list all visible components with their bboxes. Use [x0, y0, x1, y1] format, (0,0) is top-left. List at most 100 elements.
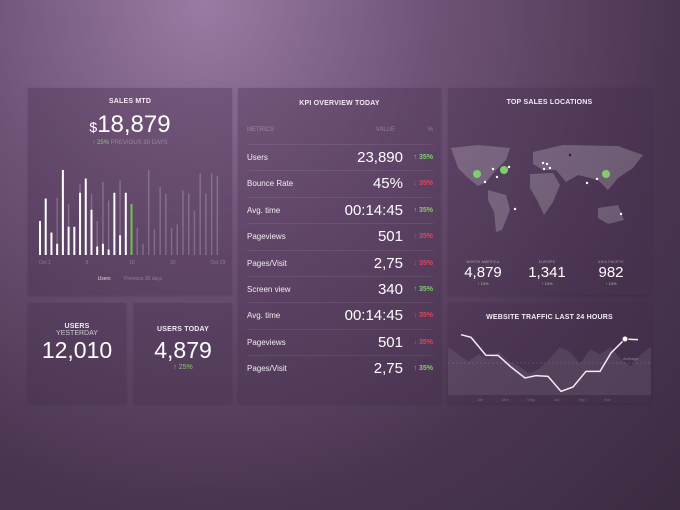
- x-tick-label: Oct 29: [211, 260, 226, 266]
- x-tick-label: May: [527, 397, 535, 402]
- sales-value: $18,879: [89, 111, 171, 138]
- kpi-metric: Bounce Rate: [247, 179, 294, 189]
- x-tick-label: 15: [129, 260, 135, 266]
- kpi-value: 2,75: [373, 360, 403, 378]
- sales-bar-chart: Oct 1 8 15 22 Oct 29: [39, 170, 226, 266]
- previous-bar: [205, 193, 207, 255]
- sales-change: ↑ 25%: [92, 140, 110, 146]
- previous-bar: [142, 243, 144, 255]
- previous-bar: [216, 175, 219, 255]
- kpi-value: 501: [377, 333, 403, 351]
- average-label: Average: [623, 356, 639, 361]
- previous-bar: [107, 200, 110, 255]
- sales-change-label: PREVIOUS 30 DAYS: [110, 140, 168, 146]
- marker-large: [500, 166, 508, 174]
- users-bar: [130, 204, 133, 255]
- users-bar: [124, 192, 127, 255]
- kpi-row: Avg. time 00:14:45 ↓ 35%: [247, 302, 433, 328]
- kpi-row: Pageviews 501 ↓ 35%: [247, 328, 433, 355]
- kpi-change: ↓ 35%: [413, 180, 433, 188]
- kpi-metric: Avg. time: [247, 205, 281, 215]
- users-today-card: USERS TODAY 4,879 ↑ 25%: [134, 303, 232, 403]
- kpi-row: Bounce Rate 45% ↓ 35%: [247, 170, 433, 196]
- kpi-change: ↑ 35%: [413, 365, 433, 373]
- region-label: ASIA PACIFIC: [598, 260, 624, 264]
- kpi-row: Avg. time 00:14:45 ↑ 35%: [247, 196, 433, 223]
- users-today-value: 4,879: [154, 337, 212, 363]
- users-bar: [96, 246, 99, 255]
- region-stat: EUROPE 1,341 ↑ 15%: [517, 260, 577, 286]
- users-bar: [107, 249, 110, 255]
- previous-bar: [188, 193, 190, 255]
- website-traffic-card: WEBSITE TRAFFIC LAST 24 HOURS Average Jan…: [448, 303, 651, 403]
- region-change: ↑ 15%: [541, 281, 553, 286]
- x-tick-label: Jul: [554, 397, 559, 402]
- legend-previous: Previous 30 days: [124, 276, 163, 282]
- previous-bar: [170, 227, 173, 255]
- region-value: 1,341: [528, 264, 566, 281]
- users-bar: [44, 198, 47, 255]
- users-bar: [90, 209, 93, 255]
- users-bar: [119, 235, 122, 255]
- users-today-title: USERS TODAY: [157, 326, 209, 333]
- region-change: ↑ 15%: [477, 281, 489, 286]
- kpi-change: ↓ 35%: [413, 338, 433, 346]
- users-today-change: ↑ 25%: [173, 364, 193, 371]
- kpi-title: KPI OVERVIEW TODAY: [299, 100, 380, 107]
- region-change: ↑ 15%: [605, 281, 617, 286]
- previous-bar: [102, 181, 104, 255]
- previous-bar: [136, 227, 138, 255]
- kpi-row: Pages/Visit 2,75 ↓ 35%: [247, 249, 433, 276]
- kpi-value: 00:14:45: [344, 307, 403, 325]
- previous-bar: [176, 224, 178, 255]
- marker-large: [473, 170, 481, 178]
- x-tick-label: Oct 1: [39, 260, 51, 266]
- kpi-row: Pageviews 501 ↓ 35%: [247, 223, 433, 249]
- location-markers: [473, 153, 623, 216]
- users-bar: [61, 170, 64, 255]
- kpi-row: Screen view 340 ↑ 35%: [247, 276, 433, 302]
- users-bar: [50, 232, 53, 255]
- previous-bar: [210, 173, 213, 255]
- legend-users: Users: [97, 276, 111, 282]
- header-percent: %: [427, 127, 433, 133]
- x-tick-label: 22: [170, 260, 176, 266]
- users-bar: [39, 221, 41, 255]
- kpi-change: ↑ 35%: [413, 154, 433, 161]
- kpi-change: ↑ 35%: [413, 206, 433, 214]
- kpi-change: ↓ 35%: [413, 312, 433, 320]
- previous-bar: [193, 210, 196, 255]
- previous-bar: [147, 170, 150, 255]
- traffic-line: [460, 333, 639, 393]
- current-point-marker: [621, 335, 629, 343]
- users-bar: [113, 192, 116, 255]
- users-yesterday-card: USERS YESTERDAY 12,010: [28, 303, 126, 403]
- region-label: NORTH AMERICA: [466, 260, 500, 264]
- kpi-row: Users 23,890 ↑ 35%: [247, 144, 433, 170]
- region-stat: NORTH AMERICA 4,879 ↑ 15%: [453, 260, 513, 286]
- users-bar: [79, 192, 82, 255]
- kpi-metric: Pages/Visit: [247, 364, 287, 374]
- region-value: 4,879: [464, 264, 502, 281]
- previous-bar: [199, 173, 201, 255]
- top-sales-locations-card: TOP SALES LOCATIONS NORTH AMERICA 4,879 ↑ …: [448, 88, 651, 295]
- header-metrics: METRICS: [247, 127, 274, 133]
- users-yesterday-subtitle: YESTERDAY: [56, 330, 98, 337]
- previous-bar: [153, 229, 156, 255]
- x-tick-label: Sep: [578, 397, 586, 402]
- kpi-change: ↓ 35%: [413, 259, 433, 267]
- kpi-value: 00:14:45: [344, 201, 403, 219]
- kpi-change: ↑ 35%: [413, 286, 433, 293]
- users-bar: [73, 226, 76, 255]
- users-yesterday-title: USERS: [64, 323, 90, 330]
- x-tick-label: 8: [86, 260, 89, 266]
- region-stat: ASIA PACIFIC 982 ↑ 15%: [581, 260, 641, 286]
- users-bar: [84, 178, 87, 255]
- previous-bar: [56, 197, 58, 255]
- previous-bar: [182, 190, 184, 255]
- users-bar: [56, 243, 59, 255]
- region-label: EUROPE: [538, 260, 556, 264]
- x-tick-label: Mar: [502, 397, 510, 402]
- map-title: TOP SALES LOCATIONS: [506, 99, 593, 106]
- kpi-metric: Avg. time: [247, 311, 281, 321]
